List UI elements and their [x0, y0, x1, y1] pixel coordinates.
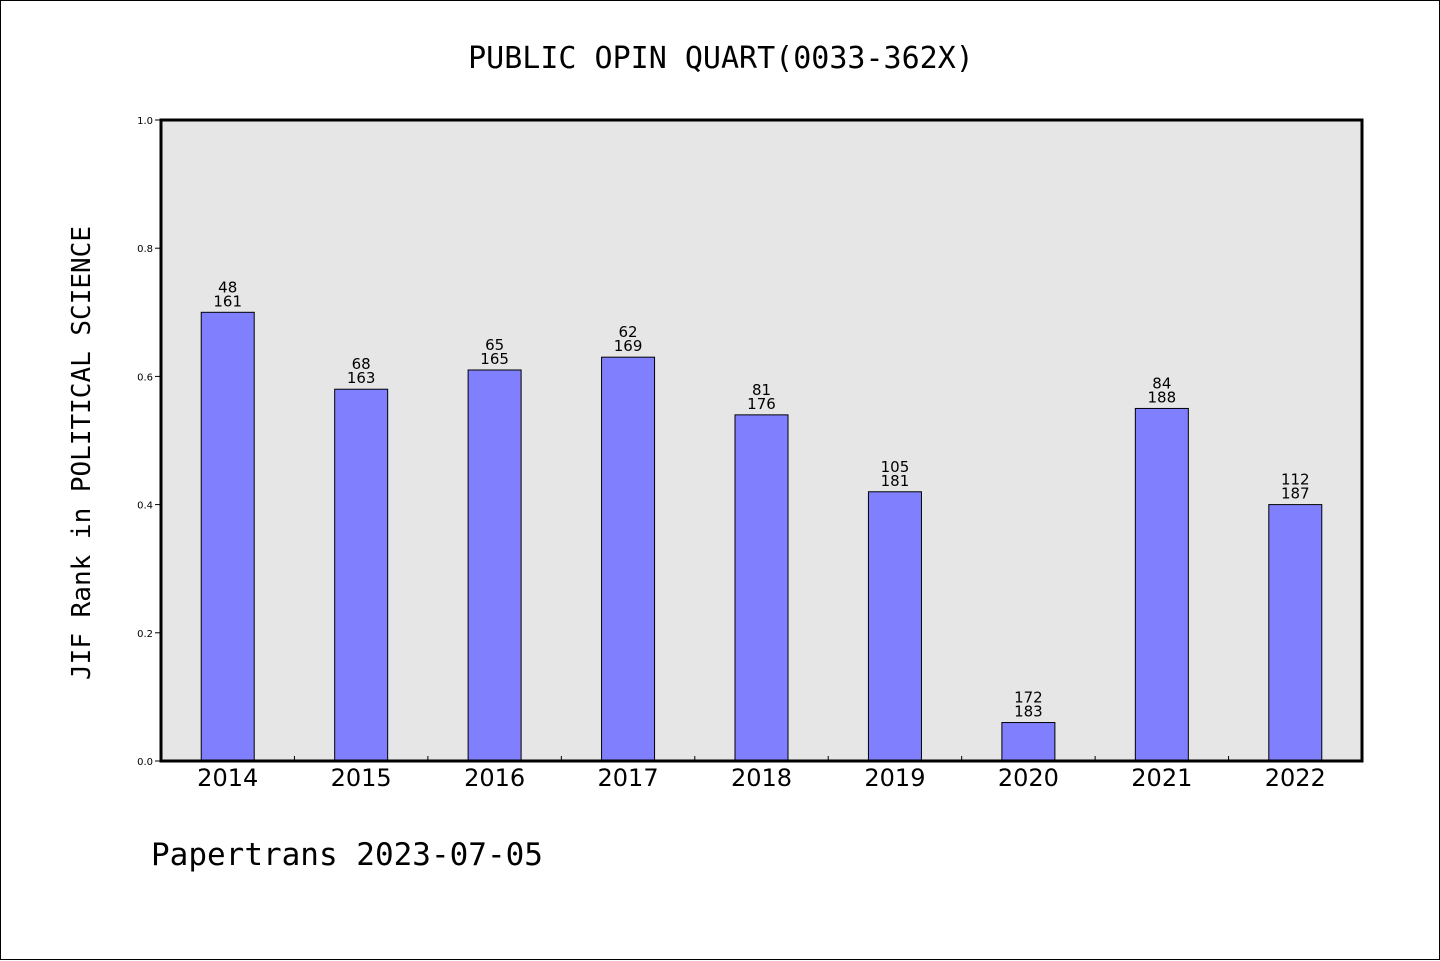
- y-tick-label: 0.4: [137, 501, 153, 512]
- bar: [601, 356, 656, 762]
- y-tick-label: 0.6: [137, 372, 153, 383]
- bar-label-total: 176: [747, 395, 776, 413]
- bar: [467, 369, 522, 762]
- bar-labels: 4816168163651656216981176105181172183841…: [213, 278, 1309, 720]
- bar-label-rank: 65: [485, 336, 504, 354]
- x-tick-label: 2017: [598, 764, 659, 792]
- plot-border: [159, 118, 1364, 763]
- bar: [867, 491, 922, 762]
- y-axis: 0.0 0.2 0.4 0.6 0.8 1.0: [137, 116, 161, 768]
- bar: [200, 311, 255, 762]
- bar: [1001, 722, 1056, 762]
- bar-label-rank: 62: [619, 323, 638, 341]
- x-tick-label: 2018: [731, 764, 792, 792]
- x-tick-label: 2015: [331, 764, 392, 792]
- bar: [734, 414, 789, 762]
- bar-label-rank: 105: [881, 458, 910, 476]
- bar-label-rank: 81: [752, 381, 771, 399]
- bar-label-total: 165: [480, 350, 509, 368]
- x-tick-label: 2022: [1265, 764, 1326, 792]
- bar-label-rank: 68: [352, 355, 371, 373]
- bar-label-total: 187: [1281, 485, 1310, 503]
- bar: [1268, 504, 1323, 762]
- x-tick-label: 2019: [864, 764, 925, 792]
- x-tick-label: 2014: [197, 764, 258, 792]
- bar-label-total: 188: [1148, 388, 1177, 406]
- y-axis-label: JIF Rank in POLITICAL SCIENCE: [67, 226, 97, 680]
- bar-label-total: 169: [614, 337, 643, 355]
- bar-label-total: 163: [347, 369, 376, 387]
- bar: [1134, 407, 1189, 762]
- x-axis: 2014 2015 2016 2017 2018 2019 2020 2021 2022: [197, 756, 1326, 792]
- bar-label-rank: 112: [1281, 471, 1310, 489]
- bar-series: [200, 311, 1323, 762]
- x-tick-label: 2016: [464, 764, 525, 792]
- bar-label-rank: 172: [1014, 689, 1043, 707]
- bar-label-rank: 48: [218, 278, 237, 296]
- x-tick-label: 2020: [998, 764, 1059, 792]
- y-tick-label: 0.0: [137, 757, 153, 768]
- footer-credit: Papertrans 2023-07-05: [151, 837, 543, 873]
- bar-label-total: 183: [1014, 703, 1043, 721]
- bar-label-total: 181: [881, 472, 910, 490]
- bar: [334, 388, 389, 762]
- y-tick-label: 1.0: [137, 116, 153, 127]
- chart-title: PUBLIC OPIN QUART(0033-362X): [468, 41, 974, 76]
- y-tick-label: 0.2: [137, 629, 153, 640]
- bar-label-rank: 84: [1152, 374, 1171, 392]
- x-tick-label: 2021: [1131, 764, 1192, 792]
- y-tick-label: 0.8: [137, 244, 153, 255]
- bar-label-total: 161: [213, 292, 242, 310]
